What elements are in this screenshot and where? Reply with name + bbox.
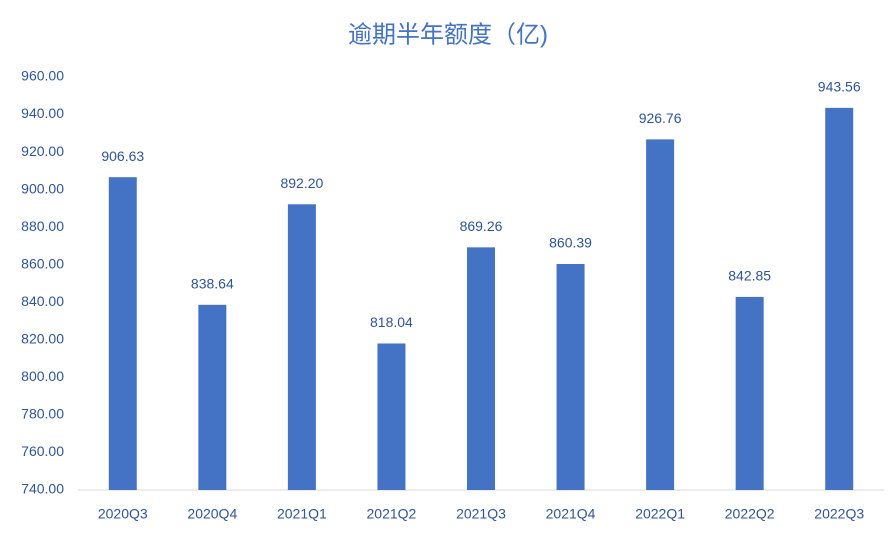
bar (377, 343, 406, 490)
bar (556, 263, 585, 490)
data-label: 838.64 (191, 276, 234, 292)
data-label: 892.20 (280, 175, 323, 191)
y-tick-label: 760.00 (21, 443, 64, 459)
y-tick-label: 900.00 (21, 180, 64, 196)
y-tick-label: 920.00 (21, 143, 64, 159)
bar (198, 304, 227, 490)
y-tick-label: 820.00 (21, 331, 64, 347)
x-tick-label: 2022Q3 (814, 506, 864, 522)
y-tick-label: 740.00 (21, 481, 64, 497)
x-tick-label: 2020Q3 (98, 506, 148, 522)
bar (735, 296, 764, 490)
bar (825, 107, 854, 490)
y-tick-label: 840.00 (21, 293, 64, 309)
data-label: 943.56 (818, 79, 861, 95)
x-tick-label: 2022Q2 (725, 506, 775, 522)
data-label: 869.26 (460, 218, 503, 234)
y-tick-label: 960.00 (21, 68, 64, 84)
data-label: 906.63 (101, 148, 144, 164)
data-label: 842.85 (728, 268, 771, 284)
chart-title: 逾期半年额度（亿) (348, 21, 548, 48)
y-tick-label: 880.00 (21, 218, 64, 234)
bar (108, 177, 137, 490)
x-tick-label: 2021Q4 (546, 506, 596, 522)
y-tick-label: 800.00 (21, 368, 64, 384)
x-tick-label: 2021Q1 (277, 506, 327, 522)
y-tick-label: 780.00 (21, 406, 64, 422)
bar (646, 139, 675, 490)
x-tick-label: 2021Q3 (456, 506, 506, 522)
x-tick-label: 2021Q2 (367, 506, 417, 522)
bar (287, 204, 316, 490)
data-label: 860.39 (549, 235, 592, 251)
data-label: 926.76 (639, 110, 682, 126)
x-tick-label: 2020Q4 (187, 506, 237, 522)
x-tick-label: 2022Q1 (635, 506, 685, 522)
bar (467, 247, 495, 490)
data-label: 818.04 (370, 314, 413, 330)
y-tick-label: 940.00 (21, 105, 64, 121)
y-tick-label: 860.00 (21, 255, 64, 271)
